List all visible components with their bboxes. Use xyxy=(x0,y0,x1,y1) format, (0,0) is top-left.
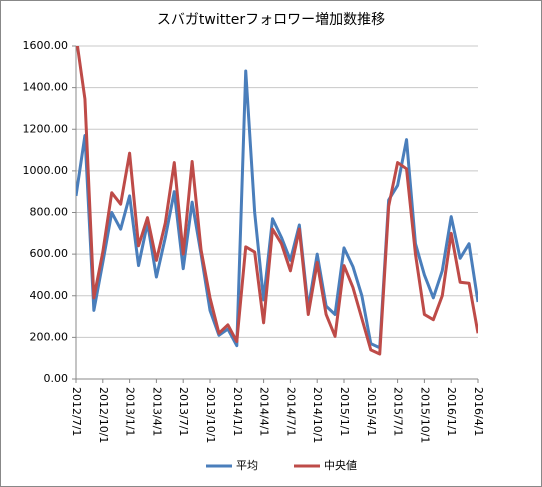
x-tick-label: 2013/1/1 xyxy=(124,387,137,436)
y-tick-label: 1200.00 xyxy=(23,122,69,135)
x-tick-label: 2016/1/1 xyxy=(445,387,458,436)
x-tick-label: 2015/1/1 xyxy=(338,387,351,436)
x-tick-label: 2014/4/1 xyxy=(258,387,271,436)
y-tick-label: 800.00 xyxy=(30,206,69,219)
y-tick-label: 200.00 xyxy=(30,330,69,343)
y-tick-label: 0.00 xyxy=(44,372,69,385)
x-tick-label: 2015/4/1 xyxy=(365,387,378,436)
x-tick-label: 2013/4/1 xyxy=(150,387,163,436)
series-line xyxy=(76,69,478,350)
legend-label: 平均 xyxy=(236,459,258,472)
y-tick-label: 1600.00 xyxy=(23,39,69,52)
y-tick-label: 400.00 xyxy=(30,289,69,302)
x-tick-label: 2016/4/1 xyxy=(472,387,485,436)
x-tick-label: 2015/7/1 xyxy=(392,387,405,436)
x-tick-label: 2014/7/1 xyxy=(284,387,297,436)
y-tick-label: 1000.00 xyxy=(23,164,69,177)
x-tick-label: 2014/10/1 xyxy=(311,387,324,443)
x-tick-label: 2014/1/1 xyxy=(231,387,244,436)
x-tick-label: 2013/10/1 xyxy=(204,387,217,443)
x-tick-label: 2013/7/1 xyxy=(177,387,190,436)
x-tick-label: 2015/10/1 xyxy=(418,387,431,443)
x-tick-label: 2012/10/1 xyxy=(97,387,110,443)
chart-title: スバガtwitterフォロワー増加数推移 xyxy=(157,12,385,28)
series-line xyxy=(76,46,478,356)
y-tick-label: 1400.00 xyxy=(23,81,69,94)
legend-label: 中央値 xyxy=(324,459,357,472)
y-tick-label: 600.00 xyxy=(30,247,69,260)
x-tick-label: 2012/7/1 xyxy=(70,387,83,436)
